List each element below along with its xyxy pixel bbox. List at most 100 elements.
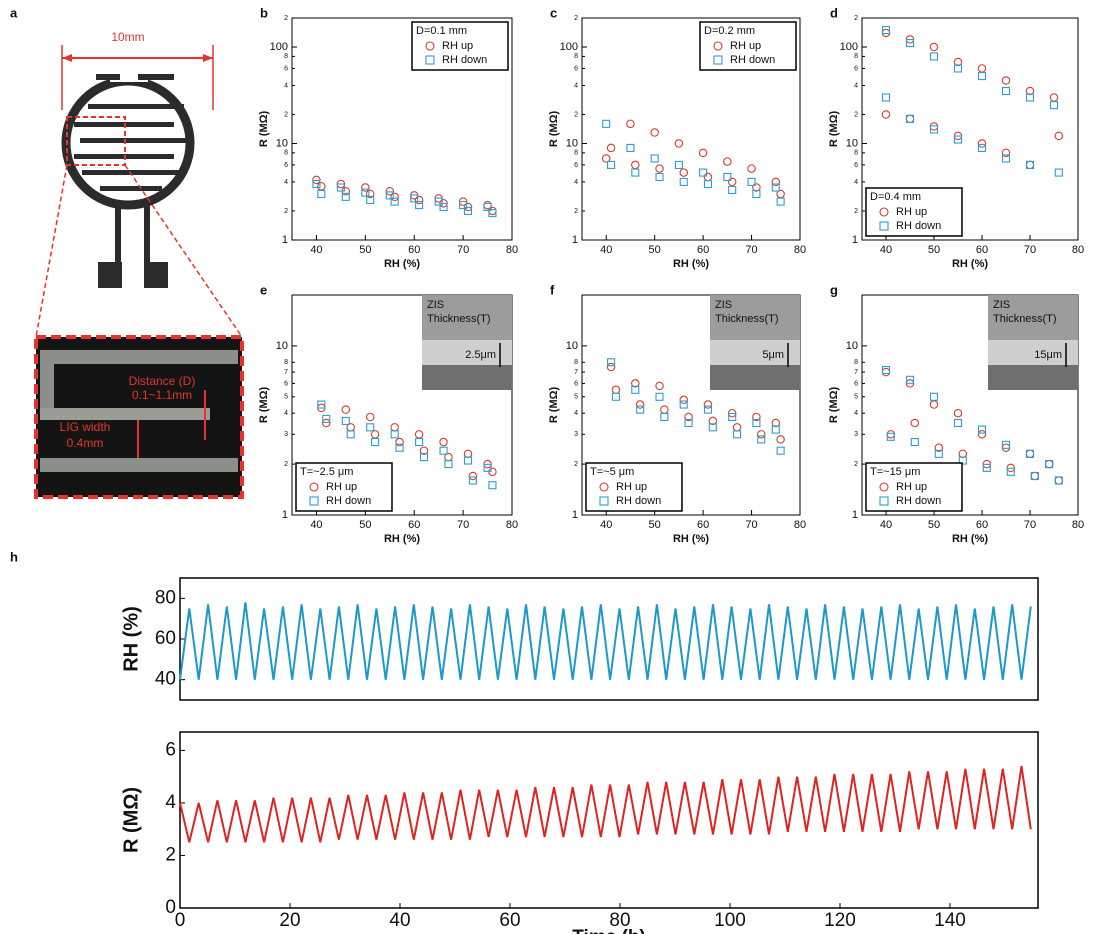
point: [459, 201, 468, 210]
x-tick-label: 80: [794, 244, 806, 256]
y-tick-label: 8: [284, 53, 288, 60]
chart-e: 1 2 3 4 5 6 7 8 10 40 50 60 70 80 RH (%) R (MΩ) e ZIS Thic…: [258, 282, 518, 544]
point: [488, 481, 497, 490]
point: [1025, 449, 1035, 458]
y-tick-label: 8: [574, 53, 578, 60]
plot-frame: [291, 17, 513, 241]
y-tick-label: 2: [854, 208, 858, 215]
legend-label: RH down: [896, 495, 941, 507]
point: [601, 154, 611, 163]
point: [635, 400, 645, 409]
point: [910, 438, 919, 447]
y-tick-label: 7: [574, 369, 578, 376]
y-tick-label: 100: [840, 41, 858, 53]
point: [684, 418, 693, 428]
inset-layer: [710, 340, 800, 365]
x-tick-label: 70: [745, 519, 757, 531]
point: [703, 405, 713, 414]
inset-substrate: [710, 365, 800, 390]
point: [395, 437, 404, 447]
panel-label: g: [830, 282, 838, 297]
legend-label: RH down: [896, 220, 941, 232]
legend-label: RH up: [616, 481, 647, 493]
zoom-box: [66, 116, 126, 166]
y-tick-label: 2: [854, 111, 858, 118]
point: [655, 381, 664, 391]
point: [419, 453, 429, 462]
legend-marker: [309, 482, 319, 492]
point: [660, 405, 669, 414]
y-tick-label: 10: [846, 137, 858, 149]
x-tick-label: 140: [934, 910, 966, 931]
panel-label: d: [830, 5, 838, 20]
point: [752, 412, 761, 422]
x-tick-label: 60: [499, 910, 520, 931]
inset-subtitle: Thickness(T): [715, 313, 779, 325]
point: [1054, 168, 1063, 177]
x-tick-label: 60: [976, 519, 988, 531]
point: [886, 432, 895, 441]
inset-title: ZIS: [993, 299, 1010, 311]
point: [312, 180, 321, 189]
y-tick-label: 8: [574, 359, 578, 366]
point: [1045, 460, 1054, 469]
y-tick-label: 10: [846, 340, 858, 352]
point: [881, 367, 891, 377]
y-axis-label: RH (%): [120, 606, 142, 672]
y-tick-label: 1: [572, 234, 578, 246]
point: [626, 119, 635, 129]
y-tick-label: 6: [574, 380, 578, 387]
x-tick-label: 80: [1072, 519, 1084, 531]
y-axis-label: R (MΩ): [548, 387, 560, 424]
point: [463, 449, 473, 459]
x-tick-label: 40: [310, 519, 322, 531]
y-tick-label: 6: [284, 380, 288, 387]
legend-title: T=~5 μm: [590, 466, 634, 478]
point: [660, 412, 669, 422]
plot-frame: [179, 731, 1039, 909]
y-tick-label: 8: [854, 150, 858, 157]
y-tick-label: 6: [574, 65, 578, 72]
point: [881, 93, 891, 102]
y-tick-label: 6: [854, 380, 858, 387]
arrow-head: [62, 54, 72, 62]
point: [321, 418, 331, 428]
legend-label: RH down: [730, 54, 775, 66]
point: [650, 128, 659, 137]
point: [336, 183, 345, 192]
y-tick-label: 2: [165, 844, 176, 865]
legend-title: T=~2.5 μm: [300, 466, 353, 478]
point: [728, 185, 737, 195]
point: [366, 423, 375, 432]
legend-title: D=0.2 mm: [704, 25, 755, 37]
point: [953, 408, 963, 418]
x-axis-label: RH (%): [952, 258, 988, 270]
point: [929, 400, 939, 409]
inset-title: ZIS: [427, 299, 444, 311]
x-tick-label: 80: [506, 244, 518, 256]
point: [365, 412, 375, 422]
point: [977, 139, 987, 148]
point: [929, 392, 939, 401]
point: [439, 202, 448, 212]
y-tick-label: 4: [284, 410, 288, 417]
x-tick-label: 80: [609, 910, 630, 931]
x-tick-label: 50: [649, 244, 661, 256]
point: [905, 375, 915, 384]
y-tick-label: 100: [270, 41, 288, 53]
point: [626, 143, 635, 152]
legend-marker: [599, 482, 609, 492]
point: [771, 177, 781, 187]
point: [771, 418, 781, 428]
legend: [411, 21, 509, 71]
point: [699, 168, 708, 177]
plot-frame: [179, 577, 1039, 701]
point: [361, 188, 370, 197]
x-tick-label: 0: [175, 910, 186, 931]
point: [1054, 476, 1064, 485]
legend: [585, 462, 683, 512]
y-tick-label: 1: [852, 234, 858, 246]
point: [1049, 93, 1059, 102]
point: [414, 195, 424, 205]
